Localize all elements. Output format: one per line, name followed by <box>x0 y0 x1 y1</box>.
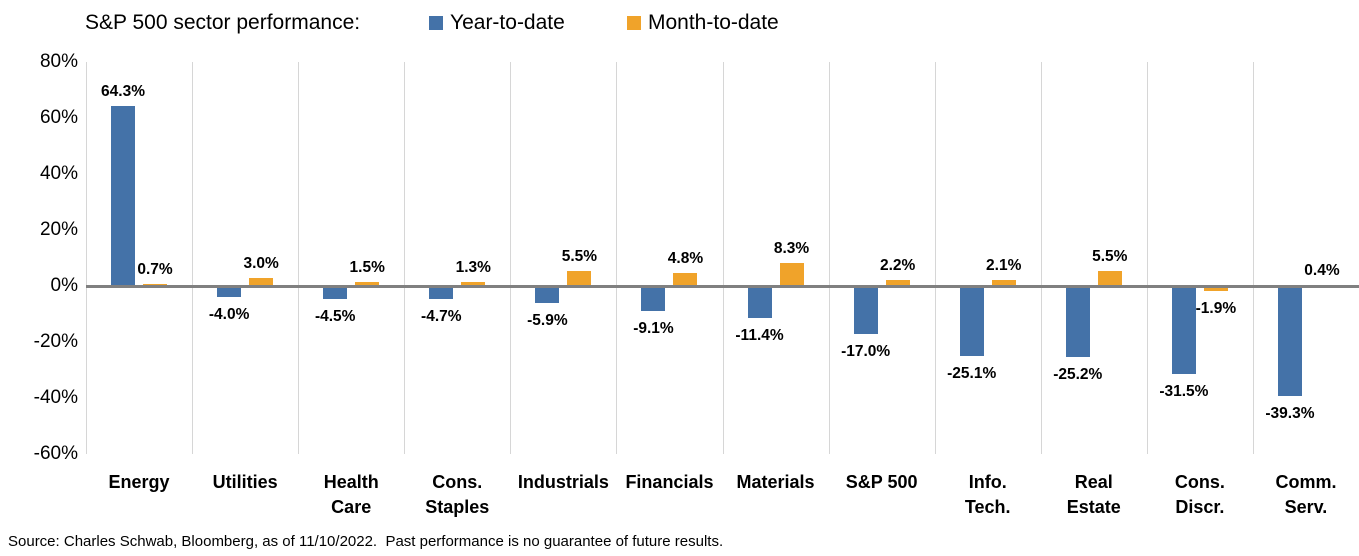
bar-month-to-date-info-tech <box>991 280 1016 286</box>
value-label-month-to-date-real-estate: 5.5% <box>1092 247 1128 265</box>
category-label-utilities: Utilities <box>212 472 278 492</box>
value-label-month-to-date-s-p-500: 2.2% <box>879 256 916 274</box>
category-label-comm-serv: Comm. Serv. <box>1275 472 1337 517</box>
legend-swatch-month-to-date-icon <box>627 16 641 30</box>
y-tick-label-0: 0% <box>50 275 78 296</box>
y-tick-label-20: 20% <box>39 219 78 240</box>
value-label-year-to-date-info-tech: -25.1% <box>947 365 997 383</box>
bar-month-to-date-health-care <box>355 281 380 286</box>
category-label-industrials: Industrials <box>517 472 609 492</box>
chart-title: S&P 500 sector performance: <box>85 11 361 34</box>
bar-year-to-date-cons-staples <box>429 286 454 300</box>
category-gridline <box>510 62 512 454</box>
bar-month-to-date-s-p-500 <box>885 279 910 286</box>
category-gridline <box>1252 62 1254 454</box>
source-note: Source: Charles Schwab, Bloomberg, as of… <box>8 533 724 550</box>
y-tick-label--20: -20% <box>33 331 78 352</box>
value-label-year-to-date-cons-staples: -4.7% <box>421 308 462 326</box>
zero-axis-line <box>86 284 1359 288</box>
value-label-year-to-date-comm-serv: -39.3% <box>1265 405 1315 423</box>
bar-year-to-date-industrials <box>535 286 560 303</box>
value-label-month-to-date-utilities: 3.0% <box>243 254 279 272</box>
legend-label-month-to-date: Month-to-date <box>648 11 779 34</box>
category-gridline <box>1040 62 1042 454</box>
value-label-year-to-date-materials: -11.4% <box>735 326 784 344</box>
value-label-year-to-date-energy: 64.3% <box>101 82 146 100</box>
category-label-energy: Energy <box>108 472 170 492</box>
bar-year-to-date-health-care <box>323 286 348 299</box>
bar-year-to-date-cons-discr <box>1171 286 1196 375</box>
category-label-real-estate: Real Estate <box>1066 472 1121 517</box>
bar-month-to-date-cons-discr <box>1203 286 1228 292</box>
legend-swatch-year-to-date-icon <box>429 16 443 30</box>
legend-label-year-to-date: Year-to-date <box>450 11 565 34</box>
category-gridline <box>934 62 936 454</box>
value-label-year-to-date-utilities: -4.0% <box>208 306 250 324</box>
y-tick-label-80: 80% <box>39 51 78 72</box>
category-gridline <box>1146 62 1148 454</box>
value-label-year-to-date-industrials: -5.9% <box>527 311 568 329</box>
value-label-month-to-date-financials: 4.8% <box>667 249 704 267</box>
value-label-month-to-date-health-care: 1.5% <box>349 258 385 276</box>
value-label-month-to-date-comm-serv: 0.4% <box>1304 261 1340 279</box>
category-label-materials: Materials <box>736 472 815 492</box>
category-gridline <box>192 62 194 454</box>
category-label-financials: Financials <box>625 472 714 492</box>
y-tick-label--40: -40% <box>33 387 78 408</box>
value-label-year-to-date-s-p-500: -17.0% <box>841 342 891 360</box>
category-label-cons-staples: Cons. Staples <box>425 472 490 517</box>
bar-year-to-date-energy <box>111 105 136 286</box>
category-label-s-p-500: S&P 500 <box>845 472 918 492</box>
value-label-year-to-date-real-estate: -25.2% <box>1053 365 1103 383</box>
bar-month-to-date-cons-staples <box>461 282 486 286</box>
value-label-month-to-date-energy: 0.7% <box>137 261 173 279</box>
value-label-year-to-date-financials: -9.1% <box>633 320 674 338</box>
value-label-year-to-date-cons-discr: -31.5% <box>1159 383 1209 401</box>
bar-month-to-date-industrials <box>567 270 592 286</box>
bar-year-to-date-financials <box>641 286 666 312</box>
bar-month-to-date-real-estate <box>1097 270 1122 286</box>
category-label-health-care: Health Care <box>323 472 379 517</box>
category-gridline <box>298 62 300 454</box>
category-gridline <box>616 62 618 454</box>
y-tick-label-40: 40% <box>39 163 78 184</box>
category-label-cons-discr: Cons. Discr. <box>1174 472 1225 517</box>
bar-year-to-date-real-estate <box>1065 286 1090 357</box>
bar-year-to-date-utilities <box>217 286 242 298</box>
category-gridline <box>828 62 830 454</box>
value-label-month-to-date-industrials: 5.5% <box>561 247 598 265</box>
value-label-month-to-date-materials: 8.3% <box>773 239 810 257</box>
y-tick-label--60: -60% <box>33 443 78 464</box>
bar-year-to-date-s-p-500 <box>853 286 878 334</box>
bar-year-to-date-info-tech <box>959 286 984 357</box>
y-axis-line <box>86 62 87 454</box>
bar-month-to-date-utilities <box>249 277 274 286</box>
category-gridline <box>722 62 724 454</box>
bar-month-to-date-materials <box>779 262 804 286</box>
category-label-info-tech: Info. Tech. <box>964 472 1011 517</box>
legend-item-month-to-date: Month-to-date <box>627 10 779 36</box>
bar-year-to-date-comm-serv <box>1277 286 1302 397</box>
bar-month-to-date-financials <box>673 272 698 286</box>
value-label-year-to-date-health-care: -4.5% <box>314 307 356 325</box>
y-tick-label-60: 60% <box>39 107 78 128</box>
bar-year-to-date-materials <box>747 286 772 318</box>
legend-item-year-to-date: Year-to-date <box>429 10 565 36</box>
value-label-month-to-date-info-tech: 2.1% <box>986 257 1022 275</box>
value-label-month-to-date-cons-staples: 1.3% <box>455 259 491 277</box>
value-label-month-to-date-cons-discr: -1.9% <box>1195 300 1237 318</box>
category-gridline <box>404 62 406 454</box>
